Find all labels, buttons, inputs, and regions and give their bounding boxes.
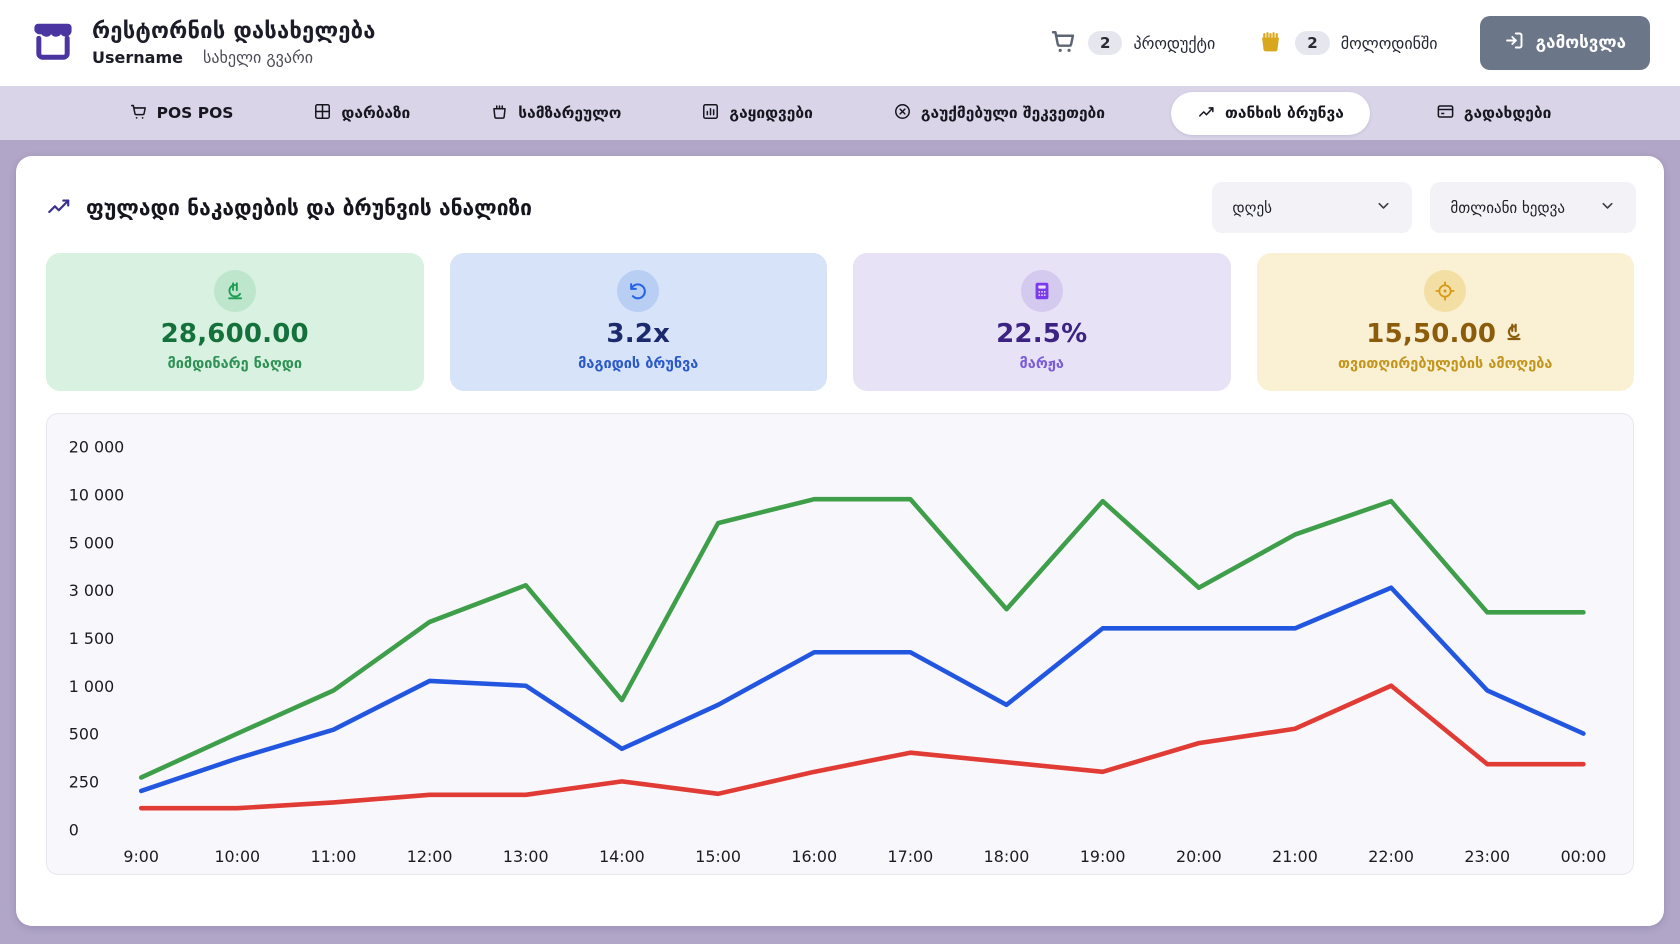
x-axis-label: 21:00 xyxy=(1272,847,1318,866)
logout-label: გამოსვლა xyxy=(1535,33,1626,53)
y-axis-label: 5 000 xyxy=(69,533,114,552)
brand: რესტორნის დასახელება Username სახელი გვა… xyxy=(30,18,376,68)
x-axis-label: 19:00 xyxy=(1080,847,1126,866)
x-axis-label: 13:00 xyxy=(503,847,549,866)
series-line-green xyxy=(138,496,1586,780)
products-count-badge: 2 xyxy=(1088,31,1123,55)
cart-icon xyxy=(129,102,148,125)
tab-pos[interactable]: POS POS xyxy=(115,92,248,135)
analysis-card: ფულადი ნაკადების და ბრუნვის ანალიზი დღეს… xyxy=(16,156,1664,926)
x-axis-label: 11:00 xyxy=(311,847,357,866)
pending-counter[interactable]: 2 მოლოდინში xyxy=(1257,28,1438,59)
page-title: ფულადი ნაკადების და ბრუნვის ანალიზი xyxy=(86,195,532,220)
y-axis-label: 3 000 xyxy=(69,581,114,600)
logout-button[interactable]: გამოსვლა xyxy=(1479,16,1650,70)
x-axis-label: 14:00 xyxy=(599,847,645,866)
main-nav: POS POS დარბაზი სამზარეულო გაყიდვები xyxy=(0,86,1680,140)
period-dropdown[interactable]: დღეს xyxy=(1212,182,1413,233)
x-circle-icon xyxy=(893,102,912,125)
content-area: ფულადი ნაკადების და ბრუნვის ანალიზი დღეს… xyxy=(0,140,1680,944)
products-counter[interactable]: 2 პროდუქტი xyxy=(1049,27,1215,59)
y-axis-label: 500 xyxy=(69,724,99,743)
x-axis-label: 9:00 xyxy=(123,847,159,866)
user-fullname: სახელი გვარი xyxy=(202,48,313,67)
logout-icon xyxy=(1504,30,1525,56)
tab-payments[interactable]: გადახდები xyxy=(1422,92,1566,135)
y-axis-label: 250 xyxy=(69,772,99,791)
top-bar: რესტორნის დასახელება Username სახელი გვა… xyxy=(0,0,1680,86)
stat-table-turnover: 3.2x მაგიდის ბრუნვა xyxy=(449,253,827,391)
lari-symbol xyxy=(1504,319,1524,349)
x-axis-label: 23:00 xyxy=(1464,847,1510,866)
basket-icon xyxy=(1257,28,1284,59)
y-axis-label: 10 000 xyxy=(69,485,124,504)
brand-text: რესტორნის დასახელება Username სახელი გვა… xyxy=(92,19,376,67)
bar-chart-icon xyxy=(701,102,720,125)
stat-cost-recovery: 15,50.00 თვითღირებულების ამოღება xyxy=(1256,253,1634,391)
tab-kitchen[interactable]: სამზარეულო xyxy=(476,92,635,135)
target-icon xyxy=(1424,270,1467,312)
pending-count-badge: 2 xyxy=(1295,31,1330,55)
tab-cancelled-orders[interactable]: გაუქმებული შეკვეთები xyxy=(879,92,1119,135)
tab-cash-turnover[interactable]: თანხის ბრუნვა xyxy=(1171,91,1370,135)
pending-label: მოლოდინში xyxy=(1340,33,1438,53)
tab-sales[interactable]: გაყიდვები xyxy=(687,92,826,135)
card-header: ფულადი ნაკადების და ბრუნვის ანალიზი დღეს… xyxy=(16,156,1664,249)
app-title: რესტორნის დასახელება xyxy=(92,19,376,44)
kitchen-basket-icon xyxy=(490,102,509,125)
x-axis-label: 12:00 xyxy=(407,847,453,866)
series-line-red xyxy=(138,683,1586,811)
view-dropdown[interactable]: მთლიანი ხედვა xyxy=(1430,182,1636,233)
x-axis-label: 00:00 xyxy=(1561,847,1607,866)
username: Username xyxy=(92,48,183,67)
x-axis-label: 22:00 xyxy=(1368,847,1414,866)
stat-cards: 28,600.00 მიმდინარე ნაღდი 3.2x მაგიდის ბ… xyxy=(16,249,1664,391)
x-axis-label: 16:00 xyxy=(791,847,837,866)
chevron-down-icon xyxy=(1599,197,1616,218)
y-axis-label: 0 xyxy=(69,820,79,839)
undo-icon xyxy=(617,270,660,312)
products-label: პროდუქტი xyxy=(1133,33,1216,53)
x-axis-label: 20:00 xyxy=(1176,847,1222,866)
card-icon xyxy=(1436,102,1455,125)
user-info: Username სახელი გვარი xyxy=(92,48,376,67)
x-axis-label: 18:00 xyxy=(984,847,1030,866)
x-axis-label: 17:00 xyxy=(888,847,934,866)
tab-hall[interactable]: დარბაზი xyxy=(299,92,424,135)
top-right: 2 პროდუქტი 2 მოლოდინში გამოსვლა xyxy=(1049,16,1650,70)
cash-flow-chart: 0 250 500 1 000 1 500 3 000 5 000 10 000 20 000 9… xyxy=(46,413,1634,875)
y-axis-label: 1 000 xyxy=(69,677,114,696)
x-axis-label: 15:00 xyxy=(695,847,741,866)
cart-icon xyxy=(1049,27,1077,59)
trending-up-icon xyxy=(46,193,72,223)
lari-coin-icon xyxy=(213,270,256,312)
line-chart-icon xyxy=(1197,102,1216,125)
grid-icon xyxy=(313,102,332,125)
calculator-icon xyxy=(1020,270,1063,312)
y-axis-label: 20 000 xyxy=(69,437,124,456)
y-axis-label: 1 500 xyxy=(69,629,114,648)
stat-current-cash: 28,600.00 მიმდინარე ნაღდი xyxy=(46,253,424,391)
line-chart: 0 250 500 1 000 1 500 3 000 5 000 10 000 20 000 9… xyxy=(69,437,1607,866)
series-line-blue xyxy=(138,585,1586,794)
store-icon xyxy=(30,18,76,68)
x-axis-label: 10:00 xyxy=(214,847,260,866)
chevron-down-icon xyxy=(1375,197,1392,218)
stat-margin: 22.5% მარჟა xyxy=(853,253,1231,391)
